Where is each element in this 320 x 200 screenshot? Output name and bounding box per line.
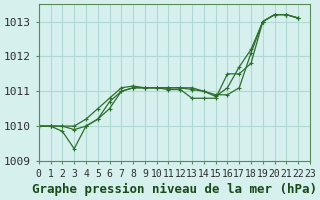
X-axis label: Graphe pression niveau de la mer (hPa): Graphe pression niveau de la mer (hPa) <box>32 183 317 196</box>
